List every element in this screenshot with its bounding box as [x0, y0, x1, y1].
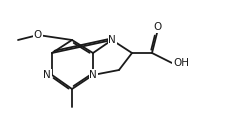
Text: O: O: [153, 22, 161, 33]
Text: N: N: [89, 70, 97, 80]
Text: OH: OH: [173, 58, 189, 68]
Text: N: N: [43, 70, 51, 80]
Text: O: O: [34, 30, 42, 40]
Text: N: N: [108, 35, 116, 45]
